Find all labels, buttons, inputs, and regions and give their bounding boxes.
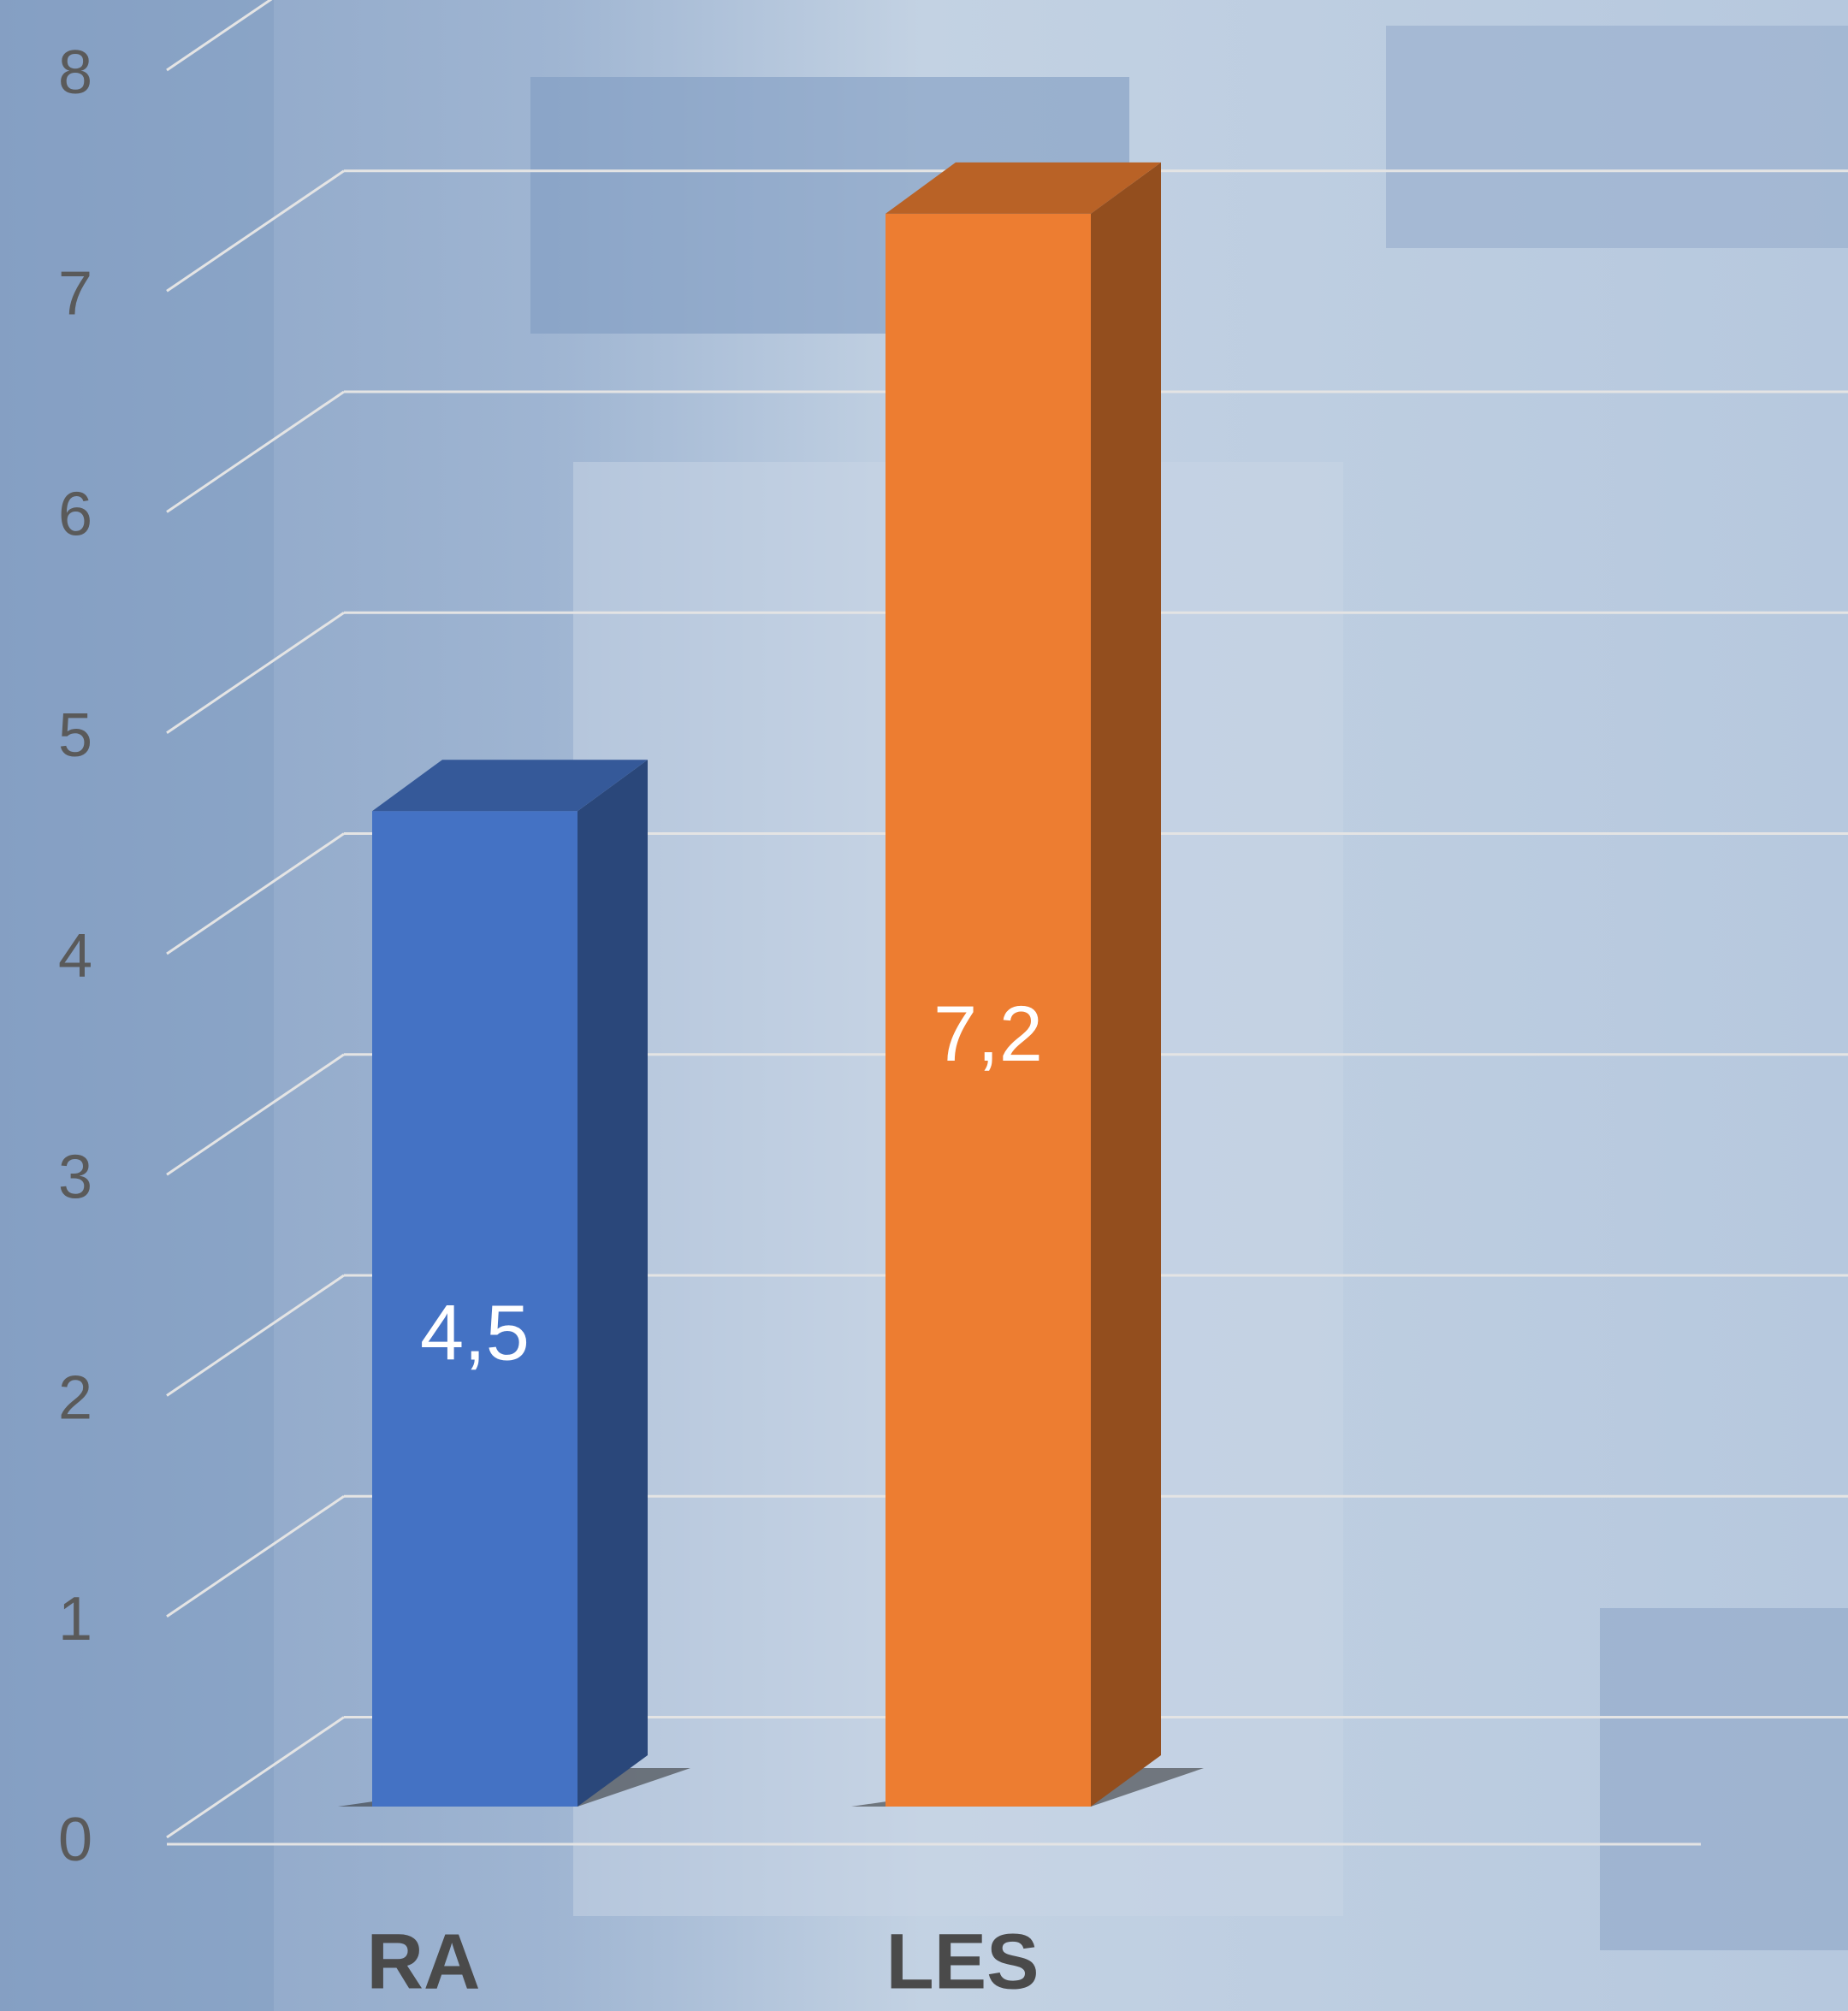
bar-top [372, 760, 648, 812]
grid-line-side [166, 0, 273, 72]
grid-line-side [166, 1495, 345, 1618]
value-label: 4,5 [420, 1289, 530, 1376]
y-tick-label: 5 [58, 701, 92, 770]
x-tick-label: LES [886, 1918, 1040, 2005]
y-tick-label: 6 [58, 481, 92, 549]
grid-line-side [166, 1053, 345, 1176]
y-tick-label: 0 [58, 1806, 92, 1874]
grid-line-side [166, 612, 345, 734]
grid-line-side [166, 169, 345, 293]
bars: 4,5 RA 7,2 LES [338, 162, 1204, 2005]
bar [372, 811, 578, 1807]
value-label: 7,2 [933, 991, 1043, 1078]
bar [886, 213, 1091, 1807]
bar-side [1091, 162, 1161, 1807]
background-shape [1600, 1608, 1848, 1950]
grid-line-side [166, 832, 345, 955]
bar-side [578, 760, 648, 1807]
y-tick-label: 4 [58, 922, 92, 991]
y-tick-label: 7 [58, 259, 92, 328]
grid-line-side [166, 390, 345, 513]
grid-line-side [166, 1274, 345, 1397]
y-tick-label: 3 [58, 1143, 92, 1211]
y-tick-label: 1 [58, 1585, 92, 1653]
x-tick-label: RA [367, 1918, 481, 2005]
y-tick-label: 8 [58, 38, 92, 107]
grid-line-side [166, 1716, 345, 1839]
bar-top [886, 162, 1161, 214]
y-tick-label: 2 [58, 1364, 92, 1433]
background-shape [1386, 26, 1848, 248]
background-shape [0, 0, 274, 2011]
